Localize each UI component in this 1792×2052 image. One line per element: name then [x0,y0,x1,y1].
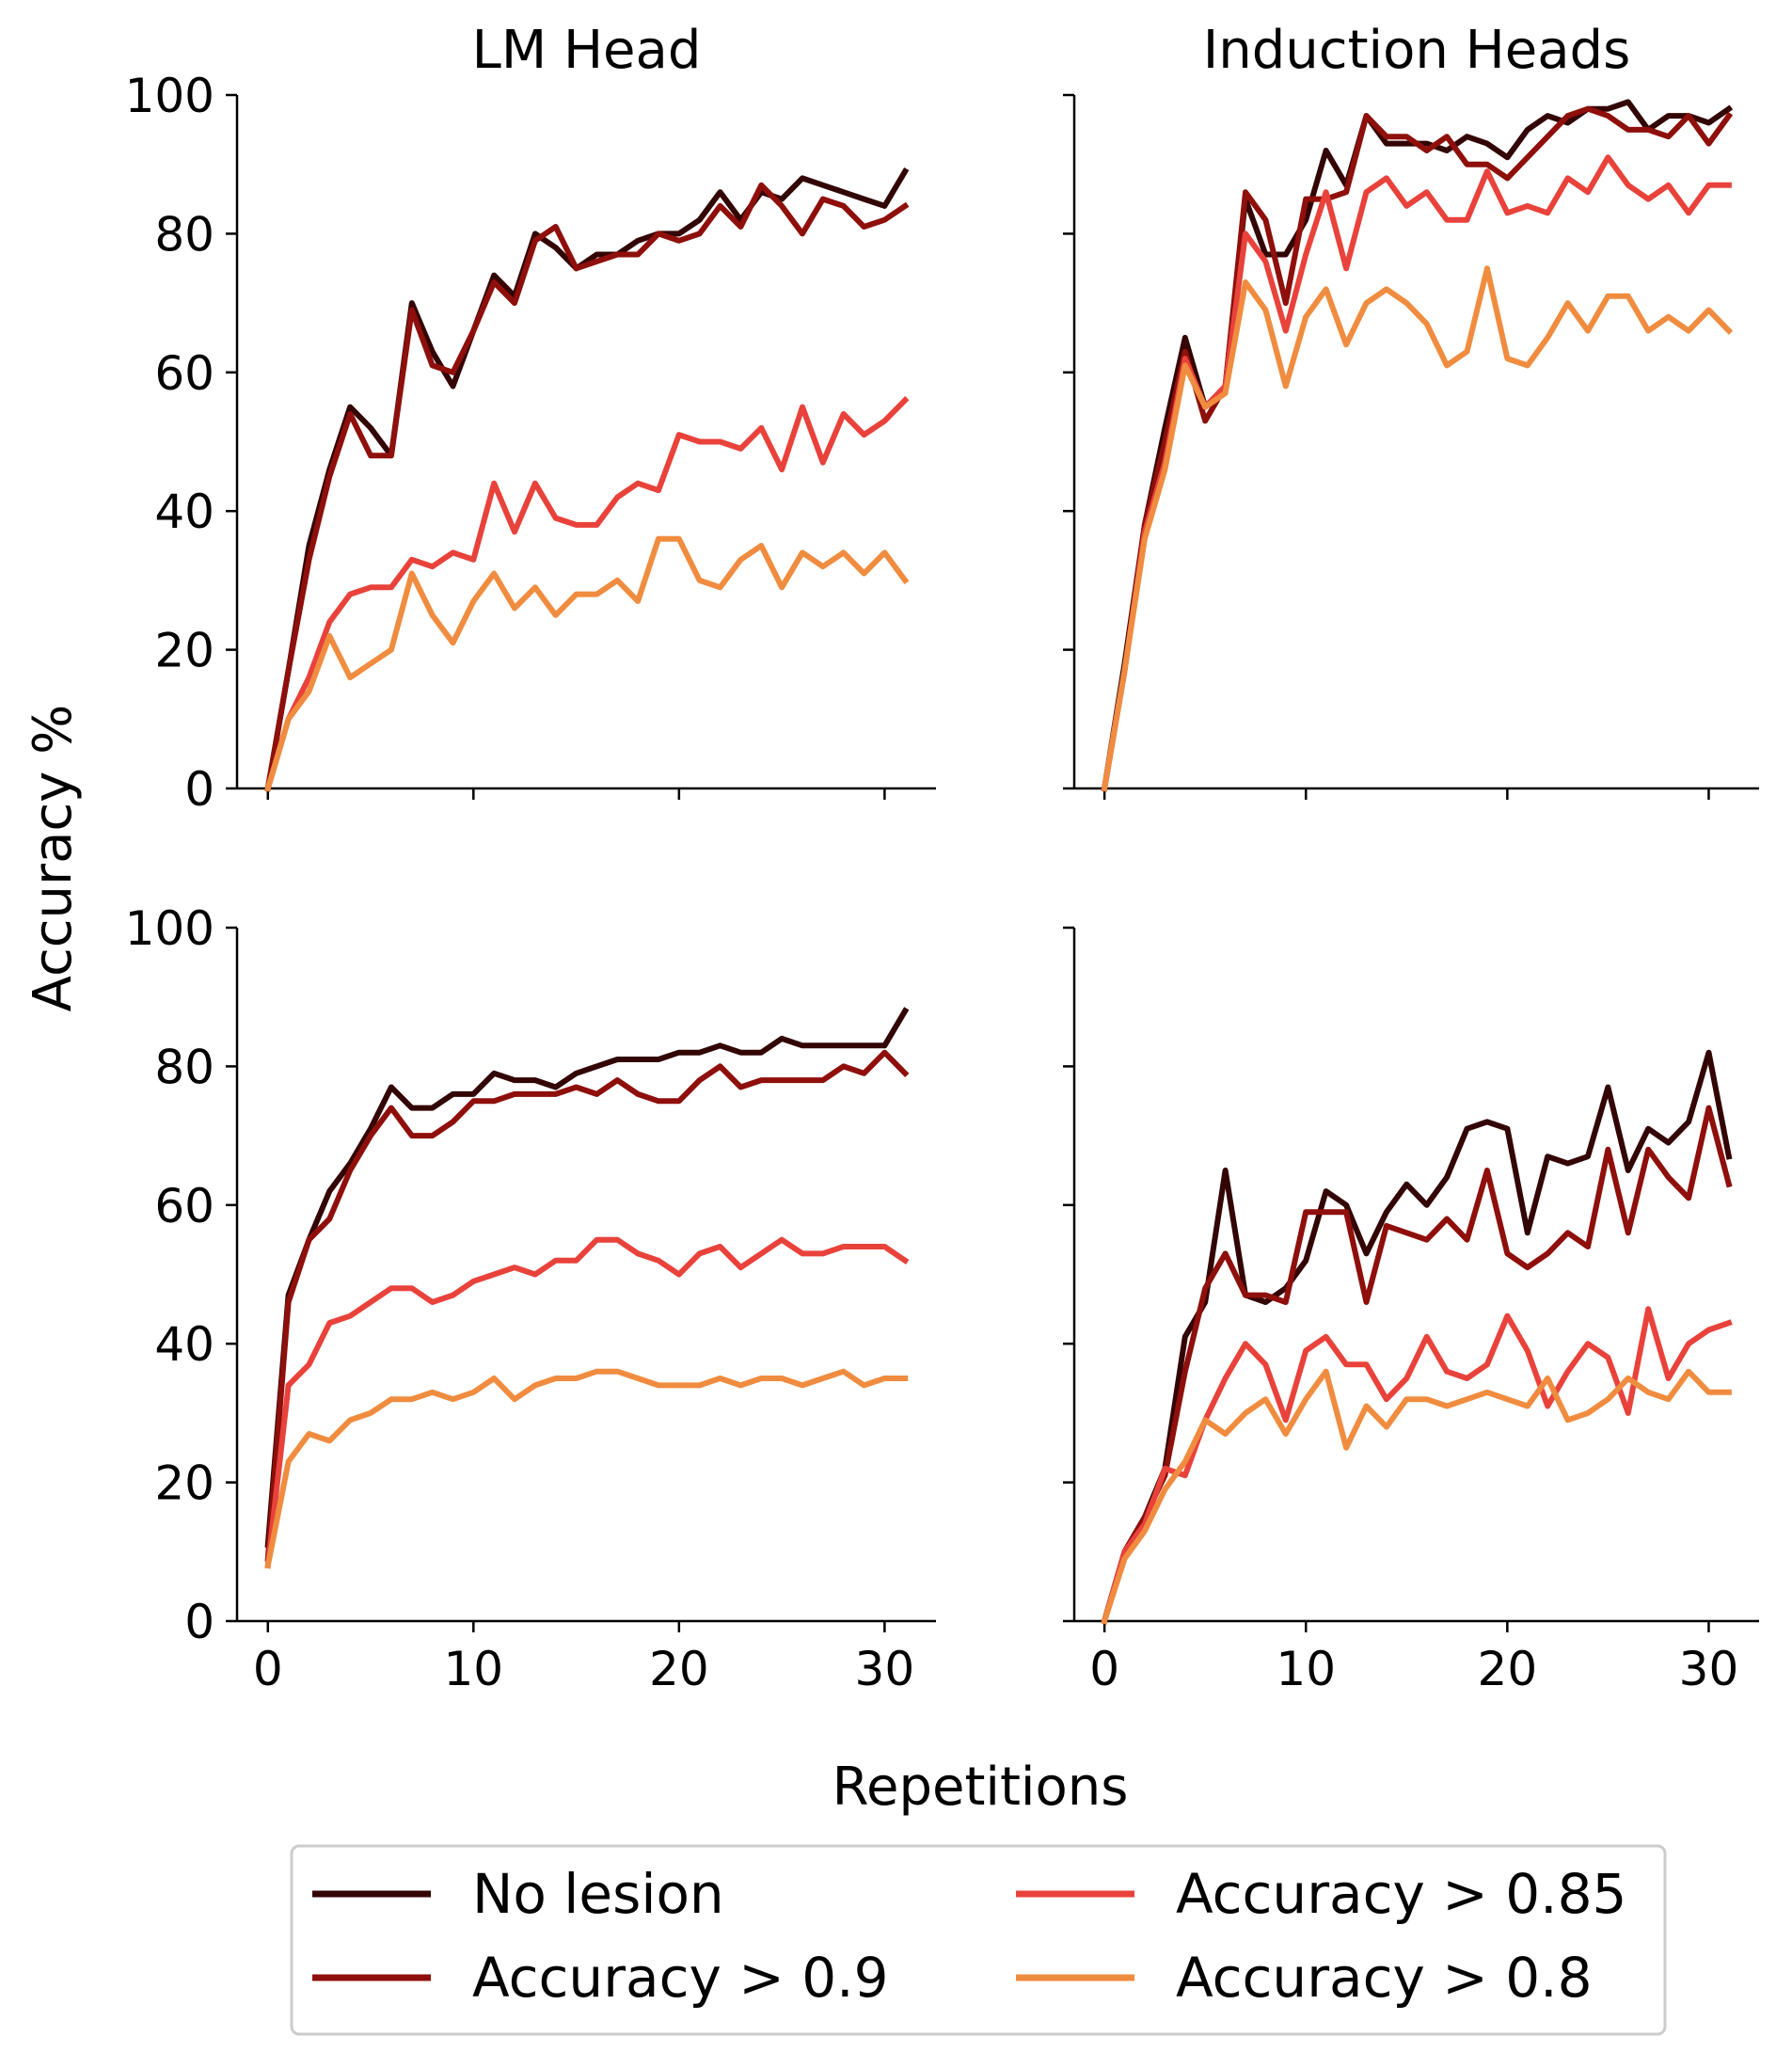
y-tick-label: 80 [154,1040,214,1094]
x-tick-label: 30 [1679,1642,1739,1696]
x-tick-label: 0 [253,1642,283,1696]
x-tick-label: 30 [855,1642,915,1696]
x-tick-label: 10 [1276,1642,1336,1696]
y-tick-label: 40 [154,485,214,539]
legend-entry: Accuracy > 0.9 [312,1946,889,2010]
series-line-accuracy-0-8 [264,1368,909,1569]
legend-entry: Accuracy > 0.85 [1016,1862,1626,1926]
y-tick-label: 100 [125,901,214,956]
y-tick-label: 40 [154,1317,214,1372]
y-axis-title: Accuracy % [23,705,84,1012]
legend-label: Accuracy > 0.9 [472,1946,889,2010]
series-line-accuracy-0-9 [1101,105,1734,792]
x-axis-title: Repetitions [833,1757,1129,1818]
legend-entry: Accuracy > 0.8 [1016,1946,1593,2010]
series-line-accuracy-0-85 [264,1236,910,1569]
series-line-accuracy-0-8 [264,535,910,792]
y-tick-label: 0 [184,1595,214,1649]
y-tick-label: 80 [154,207,214,262]
series-line-accuracy-0-85 [1101,1306,1733,1625]
series-line-accuracy-0-8 [1101,265,1734,792]
series-line-accuracy-0-9 [1101,1105,1733,1625]
subplot-2: Induction Heads [1063,20,1759,800]
y-tick-label: 0 [184,762,214,817]
series-line-accuracy-0-85 [264,396,910,792]
legend-entry: No lesion [312,1862,724,1926]
legend-label: No lesion [472,1862,724,1926]
legend-frame [290,1844,1667,2036]
series-line-accuracy-0-9 [264,1049,910,1562]
series-line-no-lesion [264,1007,910,1549]
y-tick-label: 60 [154,1179,214,1233]
series-line-accuracy-0-8 [1101,1368,1732,1625]
subplot-4: 0 10 20 30 [1063,926,1759,1696]
y-tick-label: 20 [154,1456,214,1511]
subplot-title: LM Head [472,20,702,81]
y-tick-label: 100 [125,69,214,123]
legend: No lesion Accuracy > 0.9 Accuracy > 0.85… [290,1844,1667,2036]
x-tick-label: 0 [1089,1642,1119,1696]
legend-label: Accuracy > 0.8 [1176,1946,1593,2010]
x-tick-label: 20 [649,1642,709,1696]
subplot-3: 0 20 40 60 80 100 0 10 20 30 [125,901,936,1696]
series-line-no-lesion [264,167,910,792]
x-tick-label: 20 [1478,1642,1538,1696]
subplot-title: Induction Heads [1203,20,1631,81]
subplot-1: 0 20 40 60 80 100 LM Head [125,20,936,817]
y-tick-label: 20 [154,624,214,678]
x-tick-label: 10 [443,1642,503,1696]
y-tick-label: 60 [154,346,214,401]
series-line-accuracy-0-9 [264,182,910,792]
legend-label: Accuracy > 0.85 [1176,1862,1626,1926]
